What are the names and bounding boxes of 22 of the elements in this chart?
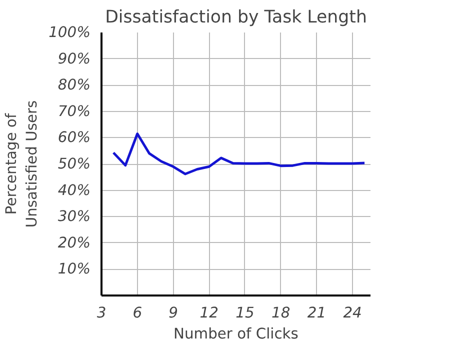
x-axis-title: Number of Clicks [174, 326, 298, 342]
x-tick-label: 24 [343, 304, 362, 322]
y-tick-label: 60% [58, 129, 90, 146]
y-tick-label: 70% [58, 102, 90, 120]
x-tick-label: 3 [96, 304, 106, 322]
chart-title: Dissatisfaction by Task Length [105, 8, 367, 28]
y-axis-title: Percentage of Unsatisfied Users [3, 100, 41, 228]
y-tick-label: 100% [48, 24, 91, 41]
y-tick-label: 30% [58, 208, 90, 226]
x-tick-label: 21 [307, 304, 326, 322]
y-tick-label: 20% [58, 234, 90, 252]
x-tick-label: 6 [132, 304, 142, 322]
y-tick-label: 40% [58, 182, 90, 199]
x-tick-label: 18 [272, 304, 290, 322]
x-tick-label: 12 [200, 304, 218, 322]
x-tick-label: 15 [236, 304, 254, 322]
y-tick-label: 90% [58, 50, 90, 68]
y-tick-label: 80% [58, 76, 90, 94]
y-tick-label: 10% [58, 260, 90, 278]
x-tick-label: 9 [168, 304, 178, 322]
line-series [112, 132, 366, 176]
y-tick-label: 50% [58, 156, 90, 172]
